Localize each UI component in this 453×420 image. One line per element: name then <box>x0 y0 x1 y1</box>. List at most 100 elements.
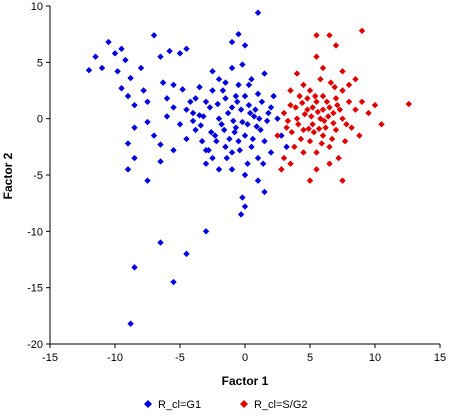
x-tick-label: -10 <box>107 352 123 364</box>
point-sg2 <box>343 121 350 128</box>
point-sg2 <box>299 99 306 107</box>
point-sg2 <box>336 106 344 113</box>
point-g1 <box>196 112 203 119</box>
y-tick-label: 5 <box>37 57 43 69</box>
point-g1 <box>235 138 242 145</box>
point-sg2 <box>405 100 412 108</box>
point-g1 <box>209 68 216 75</box>
point-sg2 <box>321 117 328 125</box>
point-sg2 <box>301 110 308 118</box>
point-sg2 <box>345 98 353 105</box>
point-sg2 <box>314 108 321 116</box>
point-sg2 <box>291 143 298 151</box>
point-sg2 <box>328 135 336 143</box>
point-g1 <box>228 64 236 72</box>
point-sg2 <box>278 166 285 173</box>
point-g1 <box>245 81 253 89</box>
point-g1 <box>261 138 268 145</box>
x-tick-label: -5 <box>175 352 185 364</box>
point-g1 <box>124 140 132 147</box>
point-g1 <box>170 278 177 286</box>
point-g1 <box>105 38 112 46</box>
point-sg2 <box>322 124 329 131</box>
point-sg2 <box>332 42 340 49</box>
point-g1 <box>189 117 197 125</box>
point-g1 <box>118 85 125 92</box>
point-sg2 <box>280 154 288 162</box>
point-sg2 <box>287 101 294 109</box>
point-g1 <box>137 64 145 72</box>
x-axis-title: Factor 1 <box>222 374 269 388</box>
point-g1 <box>245 101 253 109</box>
point-sg2 <box>313 53 320 60</box>
point-g1 <box>202 98 210 105</box>
point-sg2 <box>284 117 292 125</box>
point-g1 <box>241 92 249 100</box>
point-g1 <box>127 320 134 327</box>
y-tick-label: -5 <box>33 170 43 182</box>
point-sg2 <box>306 177 314 184</box>
x-tick-label: 15 <box>434 352 446 364</box>
point-sg2 <box>335 154 342 162</box>
point-g1 <box>150 132 158 139</box>
point-g1 <box>267 104 275 111</box>
point-sg2 <box>309 104 316 111</box>
point-g1 <box>157 239 164 246</box>
point-sg2 <box>287 87 294 94</box>
point-g1 <box>170 81 177 89</box>
point-g1 <box>235 30 242 38</box>
point-g1 <box>111 50 119 57</box>
point-g1 <box>241 171 249 179</box>
point-g1 <box>157 53 164 60</box>
point-g1 <box>189 109 197 117</box>
point-g1 <box>98 64 106 72</box>
point-g1 <box>237 106 245 113</box>
point-sg2 <box>300 149 307 156</box>
point-g1 <box>254 9 262 16</box>
point-g1 <box>209 154 216 162</box>
point-g1 <box>228 149 236 156</box>
point-g1 <box>253 123 260 130</box>
point-sg2 <box>330 109 337 117</box>
point-g1 <box>170 104 177 111</box>
point-sg2 <box>332 95 340 102</box>
point-sg2 <box>283 124 290 131</box>
point-sg2 <box>297 135 305 143</box>
point-sg2 <box>280 109 288 117</box>
point-g1 <box>215 115 223 122</box>
point-g1 <box>244 121 251 128</box>
legend-marker <box>144 400 152 408</box>
point-sg2 <box>312 92 319 100</box>
point-sg2 <box>300 126 307 134</box>
point-g1 <box>202 147 210 154</box>
point-g1 <box>150 32 158 39</box>
point-sg2 <box>313 98 320 105</box>
point-sg2 <box>288 128 295 136</box>
point-g1 <box>221 126 228 134</box>
x-tick-label: 5 <box>307 352 313 364</box>
point-sg2 <box>326 143 333 151</box>
point-sg2 <box>313 149 320 156</box>
point-g1 <box>235 81 242 89</box>
point-g1 <box>176 121 184 128</box>
point-sg2 <box>358 27 366 34</box>
point-g1 <box>202 160 210 167</box>
point-g1 <box>92 53 99 60</box>
x-tick-label: 0 <box>242 352 248 364</box>
point-g1 <box>215 76 223 83</box>
point-g1 <box>239 61 246 68</box>
point-g1 <box>224 109 232 117</box>
point-g1 <box>211 132 219 139</box>
point-g1 <box>85 67 93 74</box>
point-sg2 <box>293 115 301 122</box>
point-g1 <box>118 45 125 53</box>
point-sg2 <box>356 132 363 139</box>
point-sg2 <box>339 177 346 184</box>
x-tick-label: 10 <box>369 352 381 364</box>
point-g1 <box>183 106 190 113</box>
point-g1 <box>183 45 190 53</box>
point-g1 <box>163 113 171 120</box>
point-g1 <box>256 115 263 122</box>
y-tick-label: -20 <box>27 339 43 351</box>
